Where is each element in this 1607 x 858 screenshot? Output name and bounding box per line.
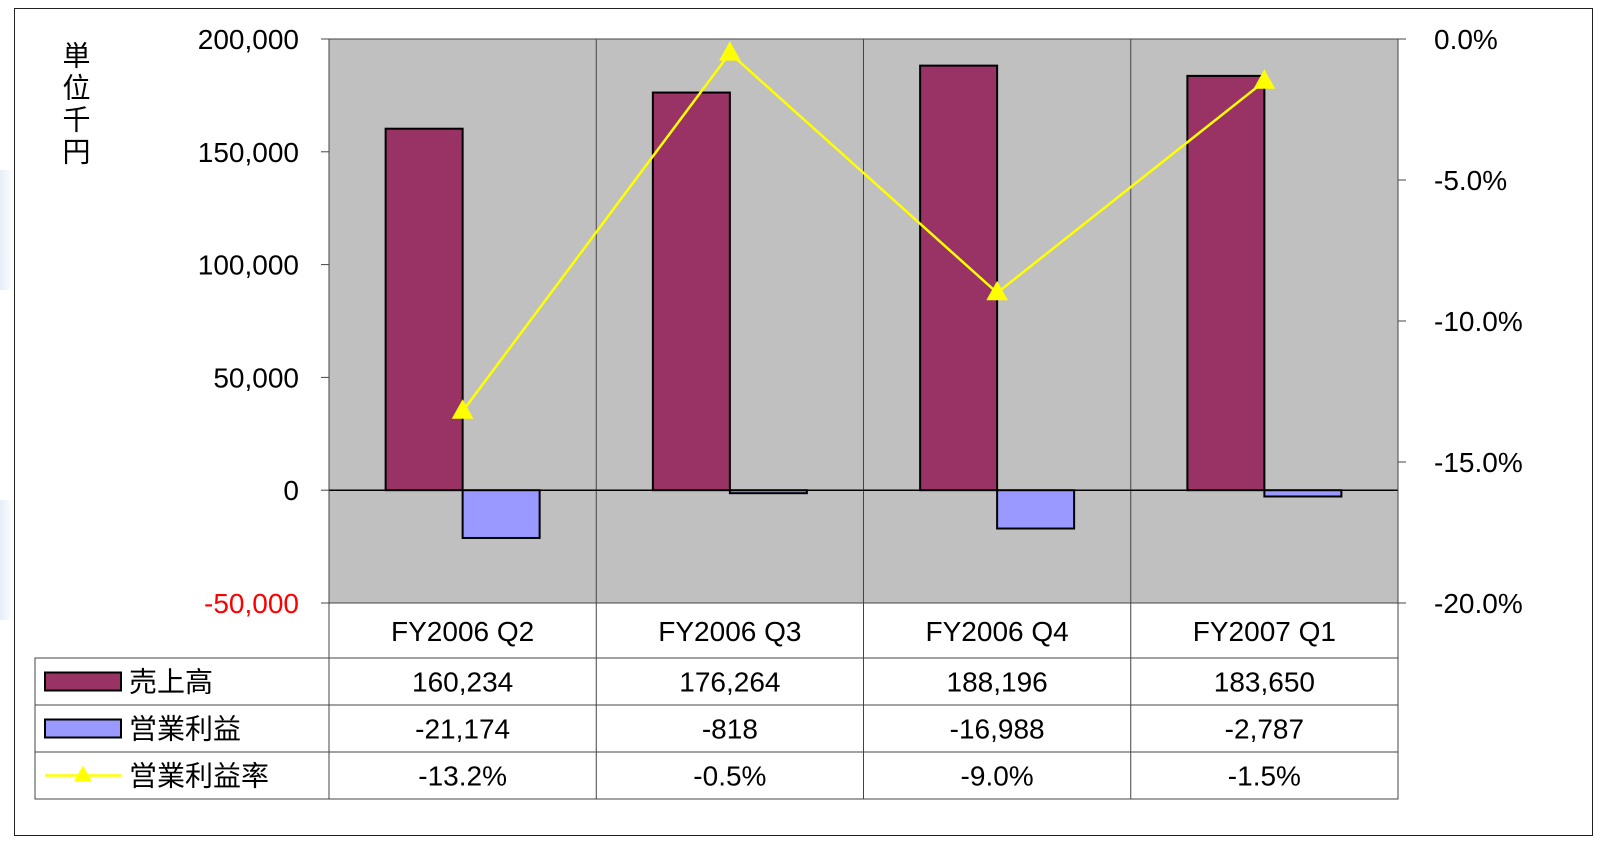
x-axis-category-label: FY2006 Q4 [926,616,1069,647]
line-point-marker [1253,69,1276,89]
table-cell-operating-profit: -818 [702,714,758,745]
table-cell-operating-margin: -1.5% [1228,761,1301,792]
table-cell-operating-margin: -0.5% [693,761,766,792]
bar-sales [651,91,731,492]
legend-key-operating-profit [44,718,122,739]
y2-axis-tick-label: -10.0% [1434,306,1523,337]
y-axis-tick-label: 150,000 [198,137,299,168]
y2-axis-tick-label: -20.0% [1434,588,1523,619]
legend-key-marker [74,765,92,782]
table-cell-operating-profit: -2,787 [1225,714,1304,745]
y-axis-tick-label: 200,000 [198,24,299,55]
x-axis-category-label: FY2007 Q1 [1193,616,1336,647]
y-axis-unit-label: 単位千円 [60,41,91,169]
y-axis-tick-label: 0 [283,475,299,506]
y2-axis-tick-label: -15.0% [1434,447,1523,478]
table-cell-operating-margin: -9.0% [961,761,1034,792]
chart-frame: 単位千円 200,000 150,000 100,000 50,000 0 -50,000… [14,8,1593,836]
table-cell-sales: 183,650 [1214,667,1315,698]
bar-sales [1186,74,1266,492]
y-axis-tick-label: -50,000 [204,588,299,619]
bar-operating-profit [728,489,808,495]
table-cell-sales: 176,264 [679,667,780,698]
bar-operating-profit [461,489,541,539]
combo-chart: 単位千円 200,000 150,000 100,000 50,000 0 -50,000… [34,24,1523,800]
line-point-marker [719,41,741,61]
bar-operating-profit [1263,489,1343,498]
background-decoration [0,500,14,620]
table-cell-operating-margin: -13.2% [418,761,507,792]
legend-key-sales [44,671,122,692]
line-point-marker [451,399,474,419]
bar-sales [384,127,464,492]
x-axis-category-label: FY2006 Q3 [658,616,801,647]
table-cell-sales: 188,196 [947,667,1048,698]
legend-label-operating-margin: 営業利益率 [129,761,269,792]
y2-axis-tick-label: 0.0% [1434,24,1498,55]
y-axis-tick-label: 50,000 [213,362,299,393]
background-decoration [0,170,14,290]
table-cell-sales: 160,234 [412,667,513,698]
legend-label-operating-profit: 営業利益 [129,714,241,745]
bar-sales [919,64,999,492]
y2-axis-tick-label: -5.0% [1434,165,1507,196]
legend-label-sales: 売上高 [129,667,213,698]
table-cell-operating-profit: -16,988 [950,714,1045,745]
line-operating-margin [461,51,1266,412]
table-cell-operating-profit: -21,174 [415,714,510,745]
y-axis-tick-label: 100,000 [198,250,299,281]
line-point-marker [986,280,1008,301]
x-axis-category-label: FY2006 Q2 [391,616,534,647]
bar-operating-profit [996,489,1076,530]
